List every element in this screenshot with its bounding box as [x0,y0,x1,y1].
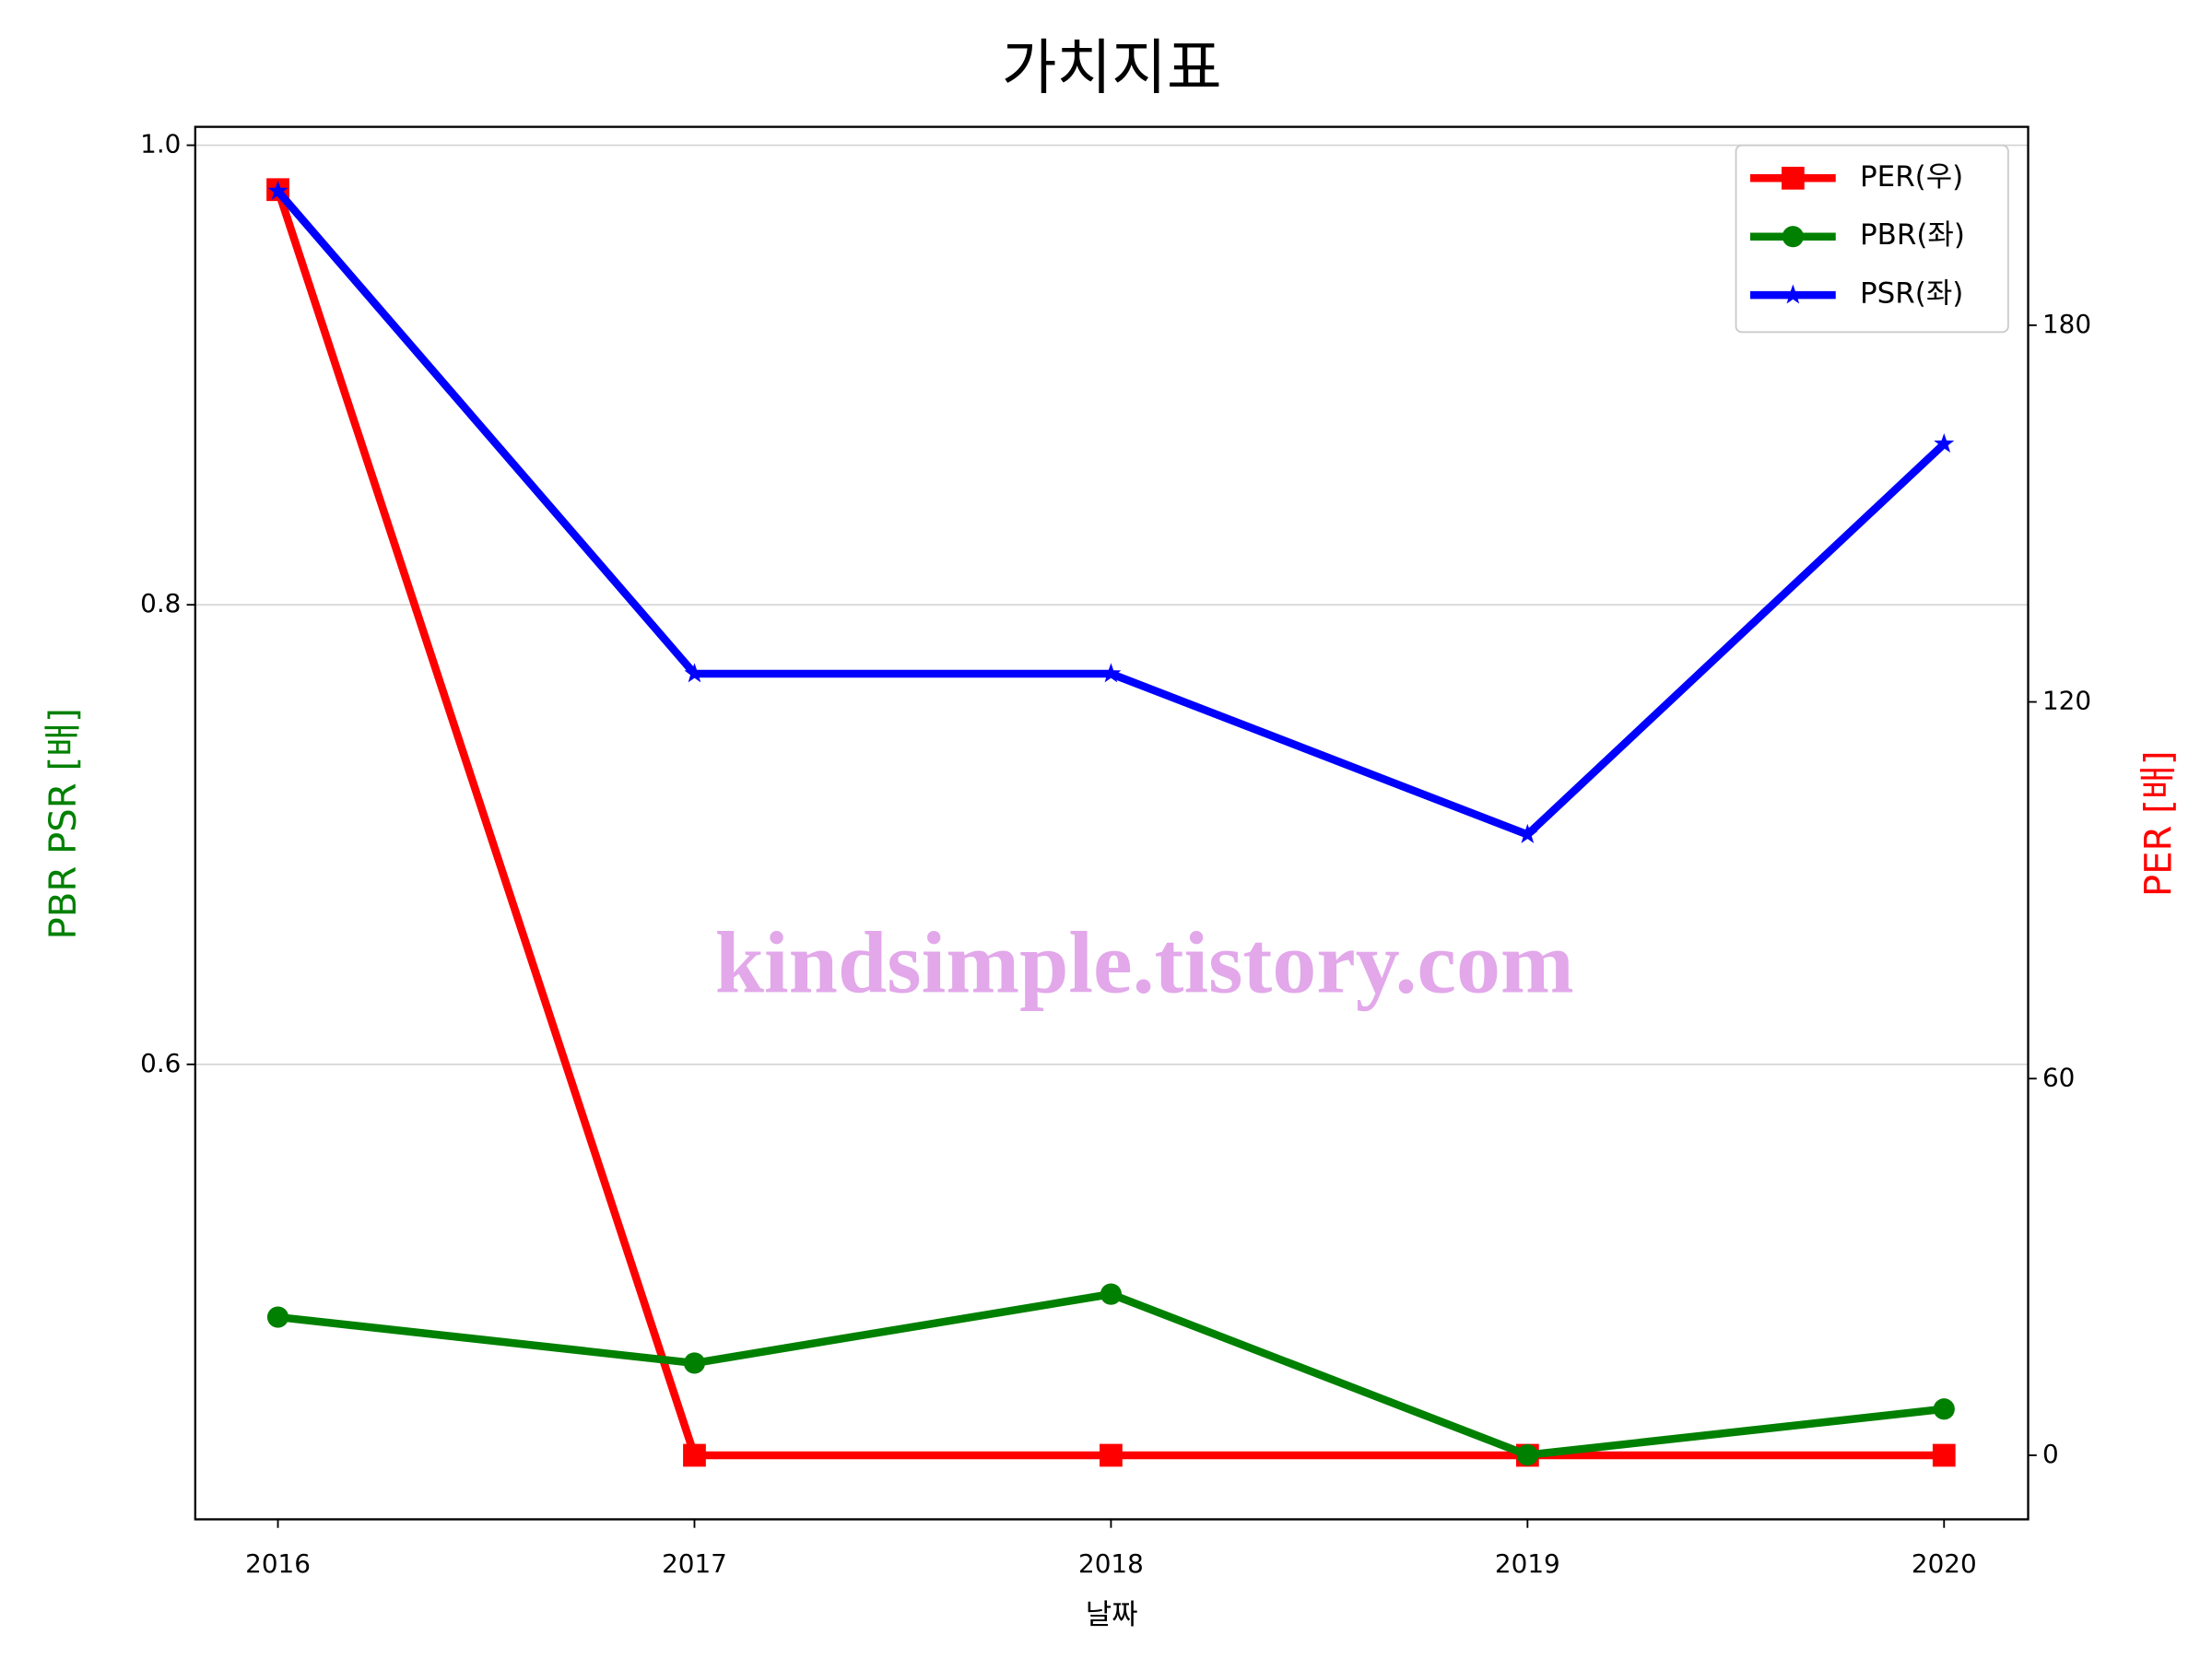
x-axis-label: 날짜 [1086,1598,1138,1631]
point-marker [1100,1283,1123,1305]
point-marker [1933,1398,1955,1420]
legend-label: PSR(좌) [1860,277,1963,311]
legend-marker [1783,284,1804,304]
chart-title: 가치지표 [1002,33,1222,102]
legend-label: PBR(좌) [1860,218,1965,252]
point-marker [683,1443,706,1467]
legend-marker [1781,166,1805,190]
plot-frame [194,125,2030,1521]
x-tick-label: 2020 [1912,1548,1977,1579]
legend: PER(우) PBR(좌) PSR(좌) [1735,144,2009,334]
legend-label: PER(우) [1860,160,1963,194]
legend-box [1735,144,2009,334]
point-marker [1516,1444,1538,1466]
point-marker [267,180,288,200]
point-marker [683,1352,706,1374]
x-tick-label: 2017 [662,1548,727,1579]
y-axis-label: PBR PSR [배] [42,708,85,939]
y2-tick-label: 0 [2042,1439,2059,1469]
point-marker [1932,1443,1956,1467]
y-tick-label: 0.6 [140,1048,181,1078]
y2-axis-label: PER [배] [2137,750,2180,897]
x-tick-label: 2016 [245,1548,311,1579]
y2-tick-label: 120 [2042,686,2091,716]
point-marker [684,663,705,683]
y-tick-label: 0.8 [140,588,181,618]
point-marker [1100,1443,1123,1467]
y-tick-label: 1.0 [140,129,181,159]
legend-marker [1782,226,1804,248]
point-marker [1517,823,1538,843]
x-tick-label: 2019 [1495,1548,1560,1579]
y2-tick-label: 180 [2042,309,2091,339]
x-tick-label: 2018 [1078,1548,1144,1579]
point-marker [266,1306,289,1328]
point-marker [1100,663,1122,683]
point-marker [1934,433,1955,453]
y2-tick-label: 60 [2042,1062,2075,1092]
watermark: kindsimple.tistory.com [715,914,1574,1012]
